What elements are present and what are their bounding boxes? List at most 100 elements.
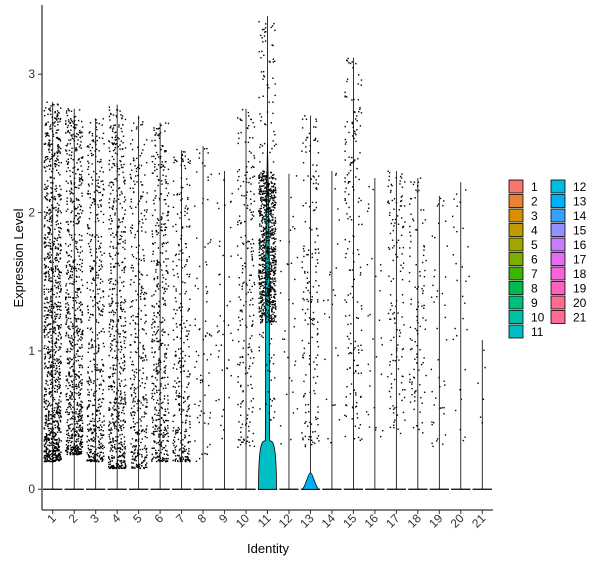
jitter-point [70,157,72,160]
jitter-point [101,445,104,447]
jitter-point [59,305,62,307]
jitter-point [132,421,135,423]
jitter-point [153,326,156,328]
jitter-point [74,115,77,118]
jitter-point [160,445,163,448]
jitter-point [98,150,100,152]
jitter-point [138,465,141,468]
jitter-point [187,452,189,455]
jitter-point [122,453,124,456]
jitter-point [260,322,262,324]
jitter-point [59,291,62,293]
jitter-point [60,361,62,364]
jitter-point [172,450,174,452]
jitter-point [72,447,75,450]
jitter-point [51,181,54,184]
jitter-point [146,401,148,404]
jitter-point [67,167,69,169]
jitter-point [101,456,103,459]
jitter-point [119,403,121,405]
jitter-point [98,332,101,334]
jitter-point [116,170,119,172]
jitter-point [91,370,93,373]
jitter-point [95,390,97,392]
jitter-point [57,129,60,131]
jitter-point [113,148,116,151]
jitter-point [45,454,47,456]
jitter-point [56,259,59,261]
jitter-point [65,433,68,436]
jitter-point [67,162,69,164]
jitter-point [120,306,122,309]
jitter-point [108,295,110,297]
jitter-point [44,246,46,249]
jitter-point [57,243,60,245]
jitter-point [102,379,105,381]
jitter-point [97,302,99,305]
jitter-point [160,460,162,462]
jitter-point [164,290,166,293]
jitter-point [176,272,179,275]
jitter-point [58,327,60,329]
jitter-point [88,343,90,346]
jitter-point [81,131,83,134]
jitter-point [51,289,53,291]
jitter-point [182,281,184,283]
jitter-point [77,413,79,415]
jitter-point [163,331,165,333]
jitter-point [274,267,277,269]
jitter-point [93,459,95,461]
jitter-point [251,238,254,241]
jitter-point [60,162,62,164]
jitter-point [110,263,112,265]
jitter-point [46,367,49,369]
jitter-point [44,336,46,339]
jitter-point [88,380,90,382]
jitter-point [58,204,60,206]
jitter-point [44,401,46,404]
jitter-point [204,246,206,248]
jitter-point [263,264,266,266]
violin-13 [301,472,320,490]
jitter-point [86,408,88,410]
jitter-point [78,306,81,308]
jitter-point [137,400,139,402]
jitter-point [121,148,124,150]
jitter-point [108,198,111,200]
jitter-point [75,222,77,225]
jitter-point [261,247,264,249]
jitter-point [110,422,112,424]
jitter-point [200,374,202,377]
jitter-point [79,258,81,261]
jitter-point [160,223,163,225]
jitter-point [87,439,90,441]
jitter-point [238,316,240,319]
jitter-point [97,220,100,222]
jitter-point [94,304,96,306]
jitter-point [123,267,125,269]
jitter-point [65,321,68,323]
jitter-point [86,281,88,284]
jitter-point [44,267,46,269]
jitter-point [55,459,57,462]
jitter-point [117,167,119,170]
jitter-point [60,249,62,251]
jitter-point [154,163,156,166]
jitter-point [167,399,169,401]
jitter-point [124,396,126,399]
jitter-point [140,181,142,183]
jitter-point [75,320,78,322]
jitter-point [203,412,205,414]
jitter-point [145,139,148,141]
jitter-point [75,214,78,217]
jitter-point [132,300,134,302]
jitter-point [87,312,89,314]
jitter-point [93,279,96,281]
jitter-point [108,442,110,444]
jitter-point [167,122,170,125]
jitter-point [124,367,126,370]
jitter-point [79,419,82,422]
jitter-point [198,152,201,154]
jitter-point [80,304,82,306]
